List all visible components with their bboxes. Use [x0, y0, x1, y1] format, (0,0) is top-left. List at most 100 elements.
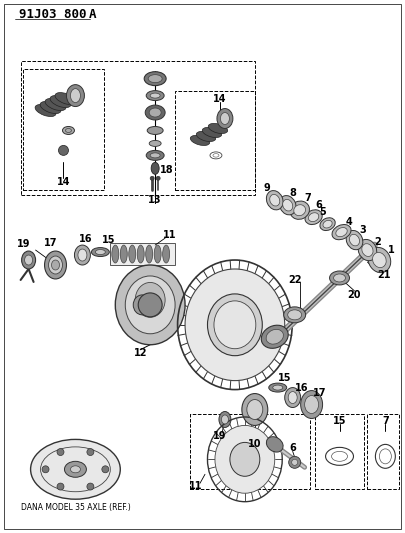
Ellipse shape [320, 218, 335, 231]
Ellipse shape [305, 210, 322, 224]
Text: 15: 15 [278, 373, 292, 383]
Ellipse shape [196, 132, 216, 141]
Circle shape [87, 449, 94, 456]
Ellipse shape [283, 199, 293, 211]
Ellipse shape [150, 153, 160, 158]
Circle shape [102, 466, 109, 473]
Ellipse shape [266, 191, 283, 210]
Ellipse shape [202, 127, 222, 138]
Ellipse shape [66, 85, 84, 107]
Ellipse shape [45, 99, 66, 110]
Bar [367, 415, 399, 489]
Circle shape [292, 459, 298, 465]
Ellipse shape [284, 307, 306, 323]
Text: 14: 14 [213, 94, 227, 103]
Ellipse shape [45, 251, 66, 279]
Text: 15: 15 [102, 235, 115, 245]
Ellipse shape [219, 411, 231, 427]
Ellipse shape [21, 251, 36, 269]
Text: 15: 15 [333, 416, 346, 426]
Ellipse shape [334, 274, 345, 282]
Ellipse shape [247, 400, 263, 419]
Ellipse shape [135, 282, 165, 317]
Circle shape [87, 483, 94, 490]
Ellipse shape [40, 102, 61, 114]
Ellipse shape [147, 126, 163, 134]
Ellipse shape [373, 253, 386, 268]
Ellipse shape [214, 301, 256, 349]
Text: 13: 13 [148, 195, 162, 205]
Text: 7: 7 [382, 416, 389, 426]
Ellipse shape [115, 265, 185, 345]
Ellipse shape [146, 150, 164, 160]
Text: 16: 16 [79, 234, 92, 244]
Ellipse shape [208, 124, 228, 133]
Bar [21, 61, 255, 195]
Ellipse shape [62, 126, 75, 134]
Ellipse shape [70, 466, 81, 473]
Ellipse shape [146, 91, 164, 101]
Ellipse shape [133, 295, 151, 315]
Ellipse shape [220, 112, 229, 125]
Ellipse shape [55, 93, 76, 104]
Text: 17: 17 [313, 387, 326, 398]
Text: 21: 21 [377, 270, 391, 280]
Text: 20: 20 [348, 290, 361, 300]
Ellipse shape [50, 95, 71, 108]
Text: DANA MODEL 35 AXLE (REF.): DANA MODEL 35 AXLE (REF.) [21, 503, 130, 512]
Text: A: A [88, 9, 96, 21]
Ellipse shape [269, 383, 287, 392]
Ellipse shape [51, 260, 60, 270]
Ellipse shape [368, 247, 391, 273]
Ellipse shape [78, 249, 87, 261]
Ellipse shape [346, 230, 363, 250]
Ellipse shape [266, 437, 283, 452]
Text: 11: 11 [189, 481, 203, 491]
Circle shape [58, 146, 68, 156]
Text: 16: 16 [295, 383, 309, 393]
Ellipse shape [185, 269, 285, 381]
Ellipse shape [279, 196, 296, 215]
Text: 8: 8 [289, 188, 296, 198]
Text: 9: 9 [263, 183, 270, 193]
Ellipse shape [163, 245, 170, 263]
Text: 1: 1 [388, 245, 395, 255]
Bar [23, 69, 104, 190]
Ellipse shape [149, 108, 161, 117]
Ellipse shape [150, 93, 160, 98]
Ellipse shape [305, 395, 319, 414]
Ellipse shape [290, 201, 309, 220]
Ellipse shape [242, 393, 268, 425]
Text: 18: 18 [160, 165, 174, 175]
Circle shape [57, 483, 64, 490]
Ellipse shape [149, 140, 161, 147]
Ellipse shape [154, 245, 161, 263]
Ellipse shape [112, 245, 119, 263]
Circle shape [150, 176, 154, 180]
Ellipse shape [294, 205, 305, 216]
Ellipse shape [323, 220, 332, 228]
Bar [190, 415, 310, 489]
Text: 19: 19 [213, 431, 227, 441]
Ellipse shape [35, 104, 56, 117]
Ellipse shape [309, 213, 319, 222]
Ellipse shape [64, 462, 86, 477]
Ellipse shape [270, 195, 280, 206]
Ellipse shape [301, 391, 323, 418]
Text: 2: 2 [374, 237, 381, 247]
Text: 22: 22 [288, 275, 301, 285]
Ellipse shape [25, 255, 32, 265]
Ellipse shape [285, 387, 301, 408]
Text: 91J03 800: 91J03 800 [19, 9, 86, 21]
Ellipse shape [137, 245, 144, 263]
Circle shape [156, 176, 160, 180]
Ellipse shape [146, 245, 153, 263]
Text: 6: 6 [289, 443, 296, 454]
Ellipse shape [261, 325, 288, 348]
Ellipse shape [230, 442, 260, 477]
Ellipse shape [144, 71, 166, 86]
Ellipse shape [362, 244, 373, 256]
Ellipse shape [217, 109, 233, 128]
Circle shape [138, 293, 162, 317]
Text: 10: 10 [248, 439, 262, 449]
